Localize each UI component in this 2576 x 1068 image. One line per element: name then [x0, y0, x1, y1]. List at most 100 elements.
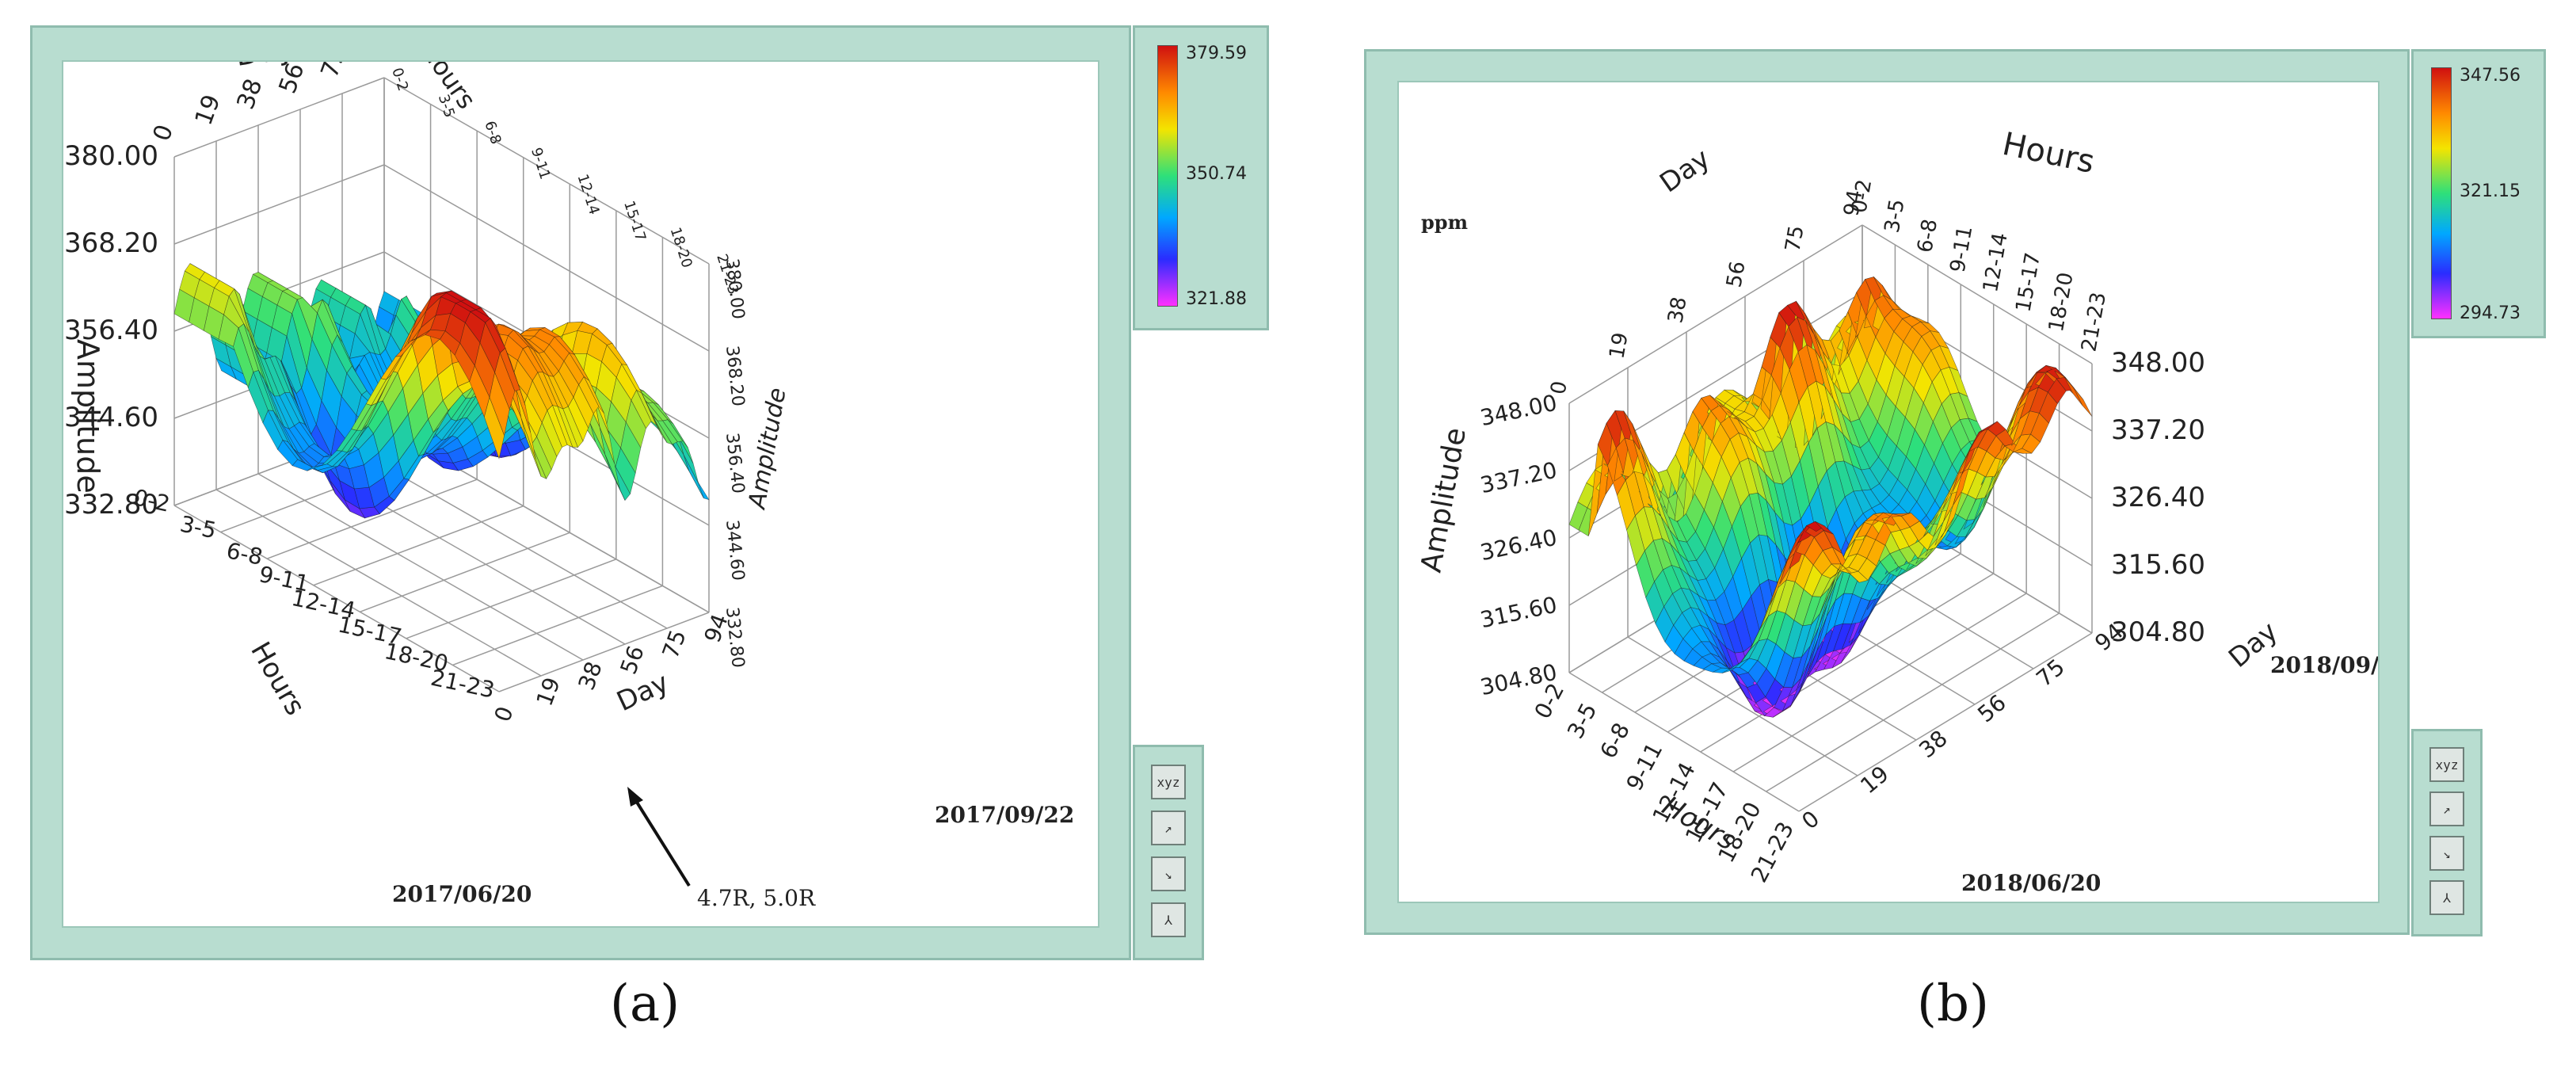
chart-b-floor-gridline [1627, 636, 1858, 776]
chart-b-amp-tick-left: 315.60 [1478, 592, 1560, 634]
chart-a-hours-tick-right: 12-14 [574, 172, 603, 216]
chart-a-amp-label-left: Amplitude [70, 339, 105, 494]
chart-b-day-tick-top: 0 [1546, 380, 1572, 397]
chart-b-amp-tick-left: 348.00 [1478, 390, 1560, 432]
caption-a: (a) [610, 975, 680, 1033]
axes-tool-icon[interactable]: ⅄ [2429, 880, 2464, 915]
chart-b-hours-tick-top: 9-11 [1946, 224, 1978, 274]
chart-b-day-tick-top: 38 [1663, 295, 1691, 325]
chart-b-unit: ppm [1421, 211, 1468, 234]
colorbar-a-mid: 350.74 [1186, 164, 1247, 184]
chart-a-surface-patch [678, 436, 699, 484]
chart-a-hours-tick-right: 9-11 [528, 146, 554, 181]
chart-b-day-tick-top: 75 [1781, 223, 1808, 254]
chart-b-floor-gridline [1798, 632, 2093, 812]
chart-b-day-tick-bottom: 38 [1914, 725, 1953, 763]
chart-b-amp-tick-right: 348.00 [2111, 347, 2205, 379]
chart-b-hours-label-top: Hours [1999, 126, 2098, 181]
chart-b-hours-tick-bottom: 9-11 [1621, 738, 1667, 795]
colorbar-a-max: 379.59 [1186, 44, 1247, 63]
rotate-tool-icon[interactable]: ↗ [1151, 811, 1186, 845]
plot-area-a: 01938567594Day01938567594Day0-23-56-89-1… [62, 60, 1099, 928]
chart-b-amp-tick-right: 337.20 [2111, 414, 2205, 446]
chart-b-amp-tick-right: 315.60 [2111, 549, 2205, 581]
chart-b-day-label-top: Day [1654, 143, 1716, 199]
chart-a-floor-gridline [215, 489, 542, 677]
chart-a-day-label-bottom: Day [612, 667, 674, 719]
colorbar-b-mid: 321.15 [2460, 181, 2521, 201]
chart-a-floor-gridline [452, 585, 663, 666]
chart-a-amp-tick-left: 380.00 [64, 140, 158, 172]
chart-a-annotation-arrowhead [627, 787, 643, 807]
chart-b-floor-gridline [1732, 593, 2027, 772]
surface-plot-a[interactable]: 01938567594Day01938567594Day0-23-56-89-1… [63, 62, 1099, 928]
colorbar-b-max: 347.56 [2460, 66, 2521, 86]
chart-a-wall-gridline [173, 164, 385, 245]
chart-a-amp-tick-left: 356.40 [64, 315, 158, 346]
chart-a-hours-tick-right: 18-20 [667, 225, 695, 269]
chart-a-amp-tick-right: 332.80 [722, 606, 748, 669]
chart-b-floor-gridline [1700, 573, 1995, 753]
chart-b-amp-tick-left: 337.20 [1478, 457, 1560, 499]
zoom-fit-tool-icon[interactable]: xyz [1151, 765, 1186, 799]
chart-a-hours-tick-left: 3-5 [177, 511, 219, 544]
chart-b-amp-tick-right: 304.80 [2111, 616, 2205, 648]
chart-b-day-tick-bottom: 56 [1972, 689, 2011, 727]
chart-a-annotation: 4.7R, 5.0R [697, 885, 816, 911]
axes-tool-icon[interactable]: ⅄ [1151, 902, 1186, 937]
chart-a-hours-tick-left: 6-8 [224, 537, 265, 570]
chart-a-amp-tick-right: 368.20 [722, 345, 748, 407]
chart-a-amp-tick-left: 368.20 [64, 227, 158, 259]
chart-a-amp-tick-right: 356.40 [722, 432, 748, 494]
pan-tool-icon[interactable]: ↘ [2429, 836, 2464, 871]
chart-b-amp-tick-right: 326.40 [2111, 482, 2205, 513]
chart-b-floor-gridline [1766, 612, 2060, 792]
zoom-fit-tool-icon[interactable]: xyz [2429, 747, 2464, 782]
chart-b-start-date: 2018/06/20 [1961, 870, 2101, 896]
chart-b-day-tick-top: 56 [1722, 259, 1750, 289]
graph-tools-b: xyz ↗ ↘ ⅄ [2411, 729, 2483, 936]
chart-a-day-tick-top: 75 [316, 62, 352, 82]
chart-a-day-tick-bottom: 19 [532, 674, 566, 710]
pan-tool-icon[interactable]: ↘ [1151, 856, 1186, 891]
colorbar-b-min: 294.73 [2460, 303, 2521, 323]
chart-a-hours-label-left: Hours [244, 637, 311, 721]
chart-a-hours-tick-right: 0-2 [388, 66, 411, 93]
chart-a-hours-tick-right: 6-8 [481, 119, 504, 146]
chart-a-day-tick-top: 94 [358, 62, 394, 66]
colorbar-panel-b: 347.56 321.15 294.73 [2411, 49, 2546, 338]
chart-b-hours-tick-top: 18-20 [2044, 271, 2079, 334]
chart-a-start-date: 2017/06/20 [392, 881, 532, 907]
colorbar-a-min: 321.88 [1186, 289, 1247, 309]
chart-a-annotation-arrow [631, 793, 691, 887]
chart-b-wall-gridline [1568, 224, 1863, 404]
chart-a-day-tick-top: 38 [232, 75, 269, 113]
graph-tools-a: xyz ↗ ↘ ⅄ [1133, 745, 1204, 960]
chart-b-hours-tick-top: 0-2 [1847, 177, 1877, 215]
chart-b-wall-gridline [1862, 224, 2093, 364]
chart-a-floor-gridline [360, 532, 570, 612]
chart-b-day-tick-top: 94 [1839, 188, 1867, 218]
chart-b-hours-tick-top: 12-14 [1979, 231, 2013, 295]
chart-a-surface-patch [683, 454, 704, 498]
chart-a-amp-label-right: Amplitude [743, 386, 792, 512]
chart-a-hours-tick-right: 15-17 [620, 199, 649, 243]
colorbar-b [2431, 67, 2452, 319]
colorbar-a [1157, 45, 1178, 307]
colorbar-panel-a: 379.59 350.74 321.88 [1133, 25, 1269, 330]
chart-a-surface-patch [484, 396, 505, 460]
chart-b-hours-tick-bottom: 6-8 [1595, 719, 1635, 763]
chart-b-day-tick-bottom: 19 [1855, 761, 1894, 799]
chart-a-wall-gridline [173, 77, 385, 158]
chart-b-end-date: 2018/09/22 [2270, 652, 2380, 678]
chart-a-floor-gridline [313, 505, 524, 586]
rotate-tool-icon[interactable]: ↗ [2429, 791, 2464, 826]
chart-b-hours-tick-top: 15-17 [2011, 251, 2045, 315]
chart-a-floor-gridline [173, 505, 500, 692]
chart-a-floor-gridline [266, 479, 478, 559]
chart-b-day-tick-bottom: 75 [2031, 654, 2070, 692]
chart-a-floor-gridline [406, 559, 617, 639]
chart-b-day-tick-top: 19 [1605, 330, 1633, 360]
plot-area-b: 0-2 3-5 6-8 9-11 12-14 15-17 18-20 21-23 Hours 0 1… [1397, 81, 2380, 903]
surface-plot-b[interactable]: 0-23-56-8 9-11 12-1415-1718-2021-23Hours01… [1399, 82, 2380, 903]
